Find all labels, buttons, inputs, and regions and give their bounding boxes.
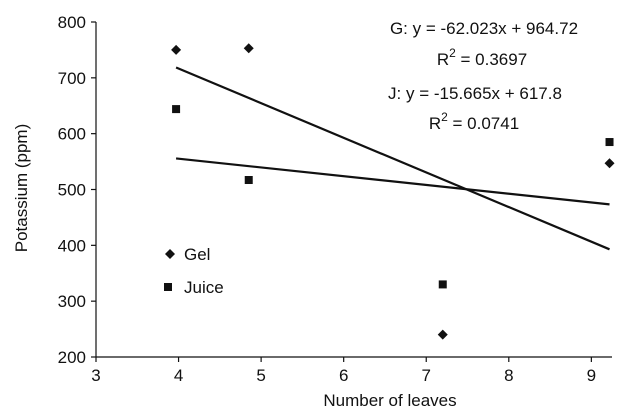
data-point-gel [171,44,182,55]
y-tick-label: 200 [58,348,86,367]
x-tick-label: 4 [174,366,183,385]
axes-layer: 200 300 400 500 600 700 800 3 4 5 6 7 8 9 [58,13,612,385]
x-tick-label: 3 [91,366,100,385]
gel-r2: R2 = 0.3697 [437,46,527,69]
gel-equation: G: y = -62.023x + 964.72 [390,19,578,38]
y-tick-label: 700 [58,69,86,88]
x-axis-title: Number of leaves [323,391,456,410]
data-point-juice [438,280,447,289]
x-tick-label: 8 [504,366,513,385]
legend-marker-juice [164,283,172,291]
x-tick-label: 7 [422,366,431,385]
legend-marker-gel [165,249,175,259]
trendline-juice [175,157,610,206]
trendline-gel [175,66,610,251]
x-tick-label: 9 [587,366,596,385]
x-tick-label: 5 [256,366,265,385]
y-tick-label: 400 [58,236,86,255]
data-point-gel [243,43,254,54]
x-tick-label: 6 [339,366,348,385]
y-tick-label: 300 [58,292,86,311]
y-tick-label: 800 [58,13,86,32]
y-tick-label: 500 [58,181,86,200]
legend-label-gel: Gel [184,245,210,264]
data-point-juice [605,138,614,147]
points-layer [171,43,615,340]
data-point-gel [604,158,615,169]
y-tick-label: 600 [58,125,86,144]
y-axis-title: Potassium (ppm) [12,124,31,252]
data-point-gel [437,329,448,340]
trendline-layer [175,66,610,251]
juice-equation: J: y = -15.665x + 617.8 [388,84,562,103]
data-point-juice [244,176,253,185]
juice-r2: R2 = 0.0741 [429,110,519,133]
data-point-juice [172,105,181,114]
legend: Gel Juice [164,245,224,297]
legend-label-juice: Juice [184,278,224,297]
